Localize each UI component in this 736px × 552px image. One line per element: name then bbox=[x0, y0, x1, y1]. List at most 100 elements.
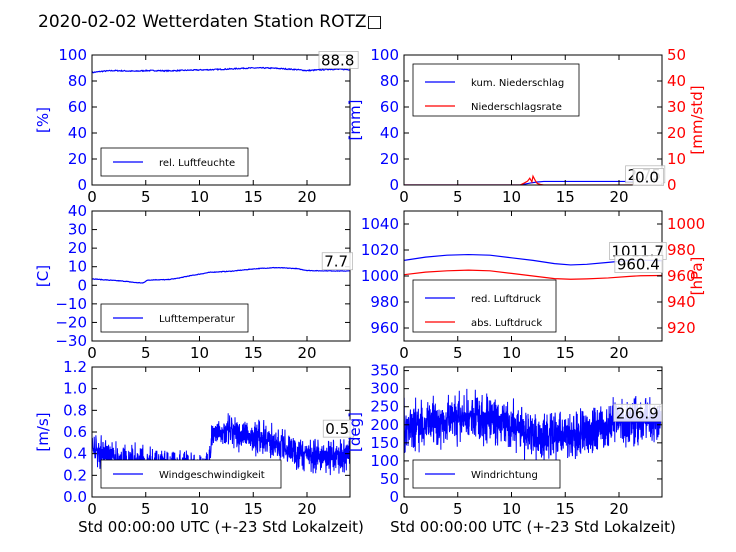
y-axis-label-windspeed: [m/s] bbox=[34, 412, 52, 451]
y-tick-label-winddir: 50 bbox=[380, 470, 399, 488]
y-tick-label-temperature: 20 bbox=[68, 239, 87, 257]
panel-precip: 0 5 10 15 20 0 20 40 60 80 100 0 10 20 30 40 50 [mm] [mm/s… bbox=[346, 46, 706, 206]
figure-title: 2020-02-02 Wetterdaten Station ROTZ□ bbox=[38, 12, 383, 32]
y-tick-label-precip: 0 bbox=[389, 176, 399, 194]
value-label-temperature-box bbox=[321, 252, 354, 271]
y-tick-label-windspeed: 0.2 bbox=[63, 466, 87, 484]
value-label-winddir: 206.9 bbox=[616, 404, 659, 422]
legend-box-precip bbox=[412, 63, 580, 117]
axes-frame-temperature bbox=[91, 210, 351, 342]
y-tick-label-precip: 40 bbox=[380, 124, 399, 142]
x-tick-label-humidity: 0 bbox=[87, 188, 97, 206]
y-tick-label-pressure: 1040 bbox=[361, 215, 399, 233]
y2-tick-label-precip: 30 bbox=[667, 98, 686, 116]
value-label2-precip: 0.0 bbox=[635, 168, 659, 186]
x-tick-label-pressure: 15 bbox=[556, 344, 575, 362]
value-label-humidity-box bbox=[318, 51, 359, 69]
series-line-winddir-0 bbox=[404, 388, 662, 464]
value-label2-pressure-box bbox=[614, 255, 664, 273]
y-tick-label-temperature: −30 bbox=[55, 332, 87, 350]
x-tick-label-temperature: 5 bbox=[141, 344, 151, 362]
axes-frame-precip bbox=[403, 54, 663, 186]
y2-axis-label-precip: [mm/std] bbox=[688, 85, 706, 154]
y-tick-label-windspeed: 0.8 bbox=[63, 401, 87, 419]
y-tick-label-winddir: 200 bbox=[370, 416, 399, 434]
y-tick-label-pressure: 1020 bbox=[361, 241, 399, 259]
x-tick-label-pressure: 20 bbox=[609, 344, 628, 362]
panel-pressure: 0 5 10 15 20 960 980 1000 1020 1040 920 940 960 980 10… bbox=[361, 210, 706, 362]
y-tick-label-temperature: 0 bbox=[77, 276, 87, 294]
x-tick-label-precip: 20 bbox=[609, 188, 628, 206]
legend-entry-precip: kum. Niederschlag bbox=[471, 78, 564, 89]
y2-tick-label-pressure: 920 bbox=[667, 319, 696, 337]
y2-tick-label-pressure: 980 bbox=[667, 241, 696, 259]
axes-frame-humidity bbox=[91, 54, 351, 186]
x-tick-label-precip: 0 bbox=[399, 188, 409, 206]
y-tick-label-temperature: 30 bbox=[68, 221, 87, 239]
legend-entry-precip: Niederschlagsrate bbox=[471, 102, 562, 113]
y-tick-label-humidity: 60 bbox=[68, 98, 87, 116]
x-axis-label-winddir: Std 00:00:00 UTC (+-23 Std Lokalzeit) bbox=[390, 518, 676, 536]
series-line-temperature-0 bbox=[92, 266, 350, 284]
legend-entry-windspeed: Windgeschwindigkeit bbox=[159, 470, 265, 481]
y-tick-label-winddir: 250 bbox=[370, 398, 399, 416]
x-tick-label-windspeed: 20 bbox=[297, 500, 316, 518]
y2-tick-label-pressure: 940 bbox=[667, 293, 696, 311]
x-tick-label-humidity: 10 bbox=[190, 188, 209, 206]
y-tick-label-temperature: −20 bbox=[55, 313, 87, 331]
x-tick-label-winddir: 10 bbox=[502, 500, 521, 518]
series-line-pressure-1 bbox=[404, 269, 662, 280]
x-tick-label-winddir: 0 bbox=[399, 500, 409, 518]
panel-temperature: 0 5 10 15 20−30−20−10010203040[C]7.7Lufttemp… bbox=[34, 202, 354, 362]
x-tick-label-temperature: 15 bbox=[244, 344, 263, 362]
y-axis-label-winddir: [deg] bbox=[346, 412, 364, 452]
x-tick-label-pressure: 5 bbox=[453, 344, 463, 362]
x-tick-label-windspeed: 15 bbox=[244, 500, 263, 518]
series-line-precip-0 bbox=[404, 180, 662, 185]
y-axis-label-precip: [mm] bbox=[346, 100, 364, 141]
x-tick-label-pressure: 10 bbox=[502, 344, 521, 362]
y-tick-label-winddir: 100 bbox=[370, 452, 399, 470]
x-tick-label-windspeed: 0 bbox=[87, 500, 97, 518]
legend-entry-humidity: rel. Luftfeuchte bbox=[159, 158, 235, 169]
y-tick-label-windspeed: 0.4 bbox=[63, 445, 87, 463]
legend-entry-winddir: Windrichtung bbox=[471, 470, 538, 481]
series-line-precip-1 bbox=[404, 174, 662, 185]
x-tick-label-precip: 5 bbox=[453, 188, 463, 206]
legend-entry-pressure: abs. Luftdruck bbox=[471, 318, 542, 329]
value-label-windspeed-box bbox=[322, 419, 355, 438]
y-tick-label-pressure: 1000 bbox=[361, 267, 399, 285]
y2-axis-label-pressure: [hPa] bbox=[688, 257, 706, 296]
y-tick-label-humidity: 100 bbox=[58, 46, 87, 64]
y-tick-label-humidity: 80 bbox=[68, 72, 87, 90]
y2-tick-label-precip: 20 bbox=[667, 124, 686, 142]
y-tick-label-winddir: 0 bbox=[389, 488, 399, 506]
x-tick-label-temperature: 20 bbox=[297, 344, 316, 362]
y-tick-label-windspeed: 1.2 bbox=[63, 358, 87, 376]
x-tick-label-temperature: 0 bbox=[87, 344, 97, 362]
y-axis-label-humidity: [%] bbox=[34, 107, 52, 133]
value-label2-pressure: 960.4 bbox=[617, 256, 660, 274]
legend-entry-pressure: red. Luftdruck bbox=[471, 294, 541, 305]
y-axis-label-temperature: [C] bbox=[34, 265, 52, 287]
x-tick-label-windspeed: 5 bbox=[141, 500, 151, 518]
x-tick-label-winddir: 5 bbox=[453, 500, 463, 518]
x-tick-label-temperature: 10 bbox=[190, 344, 209, 362]
x-tick-label-windspeed: 10 bbox=[190, 500, 209, 518]
legend-box-pressure bbox=[412, 279, 557, 333]
y-tick-label-humidity: 0 bbox=[77, 176, 87, 194]
x-tick-label-precip: 15 bbox=[556, 188, 575, 206]
y2-tick-label-pressure: 960 bbox=[667, 267, 696, 285]
panel-humidity: 0 5 10 15 20 0 20 40 60 80 100 [%] 88.8 rel. Luftfeuc… bbox=[34, 46, 359, 206]
y-tick-label-windspeed: 0.0 bbox=[63, 488, 87, 506]
y-tick-label-precip: 100 bbox=[370, 46, 399, 64]
series-line-humidity-0 bbox=[92, 66, 350, 74]
panel-windspeed: 0 5 10 15 20 0.0 0.2 0.4 0.6 0.8 1.0 1.2 [m/s] Std 00… bbox=[34, 358, 364, 536]
x-tick-label-humidity: 5 bbox=[141, 188, 151, 206]
y-tick-label-windspeed: 0.6 bbox=[63, 423, 87, 441]
value-label-humidity: 88.8 bbox=[321, 51, 354, 69]
y-tick-label-windspeed: 1.0 bbox=[63, 380, 87, 398]
value-label2-precip-box bbox=[632, 167, 664, 186]
y2-tick-label-precip: 50 bbox=[667, 46, 686, 64]
